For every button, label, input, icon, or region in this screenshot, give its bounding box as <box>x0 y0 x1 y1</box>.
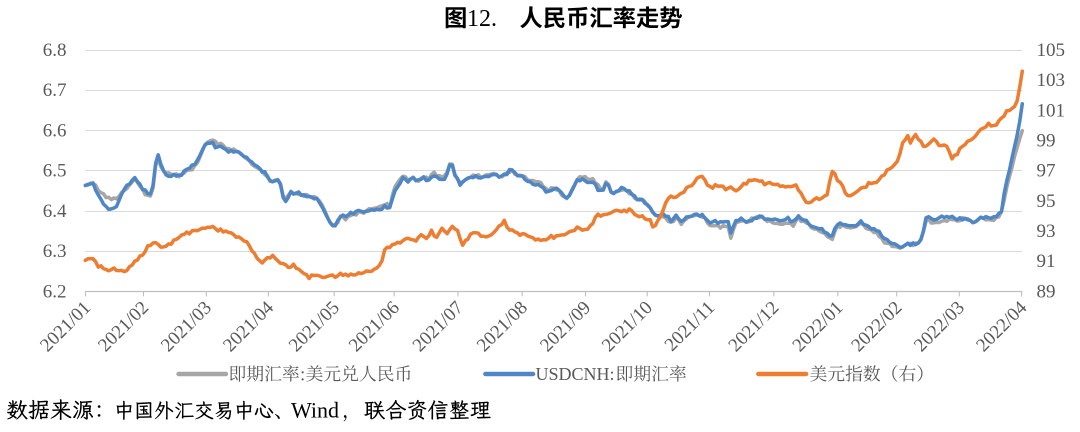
svg-text:12.: 12. <box>467 6 497 32</box>
svg-text:99: 99 <box>1037 131 1056 152</box>
svg-text:Wind: Wind <box>291 398 339 423</box>
svg-text:6.6: 6.6 <box>43 121 67 142</box>
svg-text:103: 103 <box>1037 70 1066 91</box>
svg-text:6.8: 6.8 <box>43 40 67 61</box>
svg-text:97: 97 <box>1037 161 1056 182</box>
svg-text:91: 91 <box>1037 251 1056 272</box>
svg-text:6.3: 6.3 <box>43 241 67 262</box>
svg-text:95: 95 <box>1037 191 1056 212</box>
svg-text:6.2: 6.2 <box>43 281 67 302</box>
svg-text:USDCNH:: USDCNH: <box>536 364 615 384</box>
svg-text:101: 101 <box>1037 100 1066 121</box>
svg-text:105: 105 <box>1037 40 1066 61</box>
svg-text:93: 93 <box>1037 221 1056 242</box>
svg-text:6.7: 6.7 <box>43 80 67 101</box>
svg-text:6.5: 6.5 <box>43 161 67 182</box>
svg-text:89: 89 <box>1037 281 1056 302</box>
svg-text:6.4: 6.4 <box>43 201 67 222</box>
